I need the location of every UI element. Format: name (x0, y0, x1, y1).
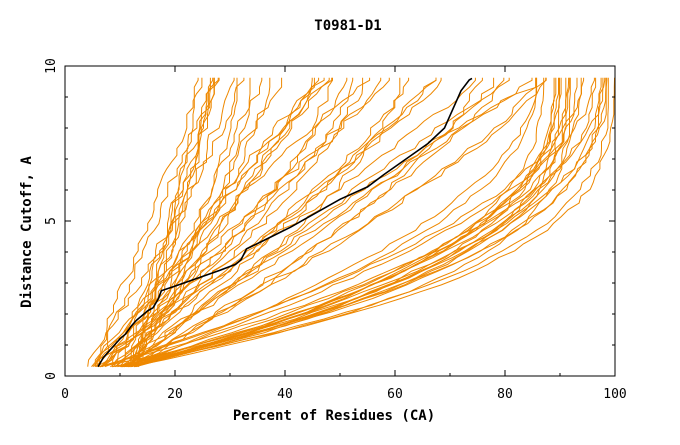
series-line (125, 77, 571, 368)
x-axis-ticks: 0 20 40 60 80 100 (61, 66, 627, 402)
series-line (122, 77, 602, 368)
series-line (98, 77, 315, 367)
y-tick-label: 5 (44, 217, 59, 225)
x-tick-label: 0 (61, 387, 69, 402)
x-tick-label: 60 (387, 387, 403, 402)
series-line (92, 77, 390, 368)
series-line (123, 77, 606, 368)
series-line (124, 77, 557, 368)
series-line (131, 77, 330, 367)
series-line (115, 77, 533, 368)
series-line (126, 77, 537, 368)
series-line (120, 77, 604, 368)
series-line (112, 77, 615, 368)
series-line (100, 77, 333, 368)
series-line (96, 77, 215, 367)
series-line (126, 77, 510, 368)
series-line (122, 77, 609, 368)
series-line (99, 77, 567, 368)
y-tick-label: 0 (44, 372, 59, 380)
highlight-series-line (97, 77, 473, 368)
y-tick-label: 10 (44, 58, 59, 74)
series-line (94, 77, 203, 367)
chart-title: T0981-D1 (314, 18, 381, 34)
series-line (137, 77, 211, 367)
series-line (134, 77, 608, 368)
series-line (131, 77, 283, 367)
series-line (127, 77, 547, 368)
series-line (110, 77, 442, 368)
series-line (137, 77, 238, 367)
series-layer (87, 77, 615, 368)
series-line (98, 77, 570, 368)
series-line (130, 77, 571, 368)
series-line (95, 77, 333, 368)
series-line (119, 77, 495, 368)
series-line (101, 77, 348, 368)
highlight-layer (97, 77, 473, 368)
series-line (123, 77, 401, 368)
x-tick-label: 100 (603, 387, 626, 402)
series-line (101, 77, 271, 368)
series-line (124, 77, 547, 368)
series-line (135, 77, 199, 367)
series-line (124, 77, 607, 368)
x-axis-label: Percent of Residues (CA) (233, 408, 435, 424)
y-axis-ticks: 0 5 10 (44, 58, 615, 380)
series-line (114, 77, 354, 368)
series-line (111, 77, 364, 367)
series-line (127, 77, 215, 368)
series-line (104, 77, 537, 368)
series-line (119, 77, 219, 368)
x-tick-label: 40 (277, 387, 293, 402)
series-line (117, 77, 595, 368)
series-line (114, 77, 410, 368)
x-tick-label: 80 (497, 387, 513, 402)
x-tick-label: 20 (167, 387, 183, 402)
series-line (131, 77, 251, 368)
series-line (95, 77, 476, 368)
series-line (94, 77, 437, 367)
series-line (120, 77, 597, 368)
series-line (117, 77, 559, 368)
series-line (128, 77, 220, 367)
y-axis-label: Distance Cutoff, A (19, 156, 35, 308)
